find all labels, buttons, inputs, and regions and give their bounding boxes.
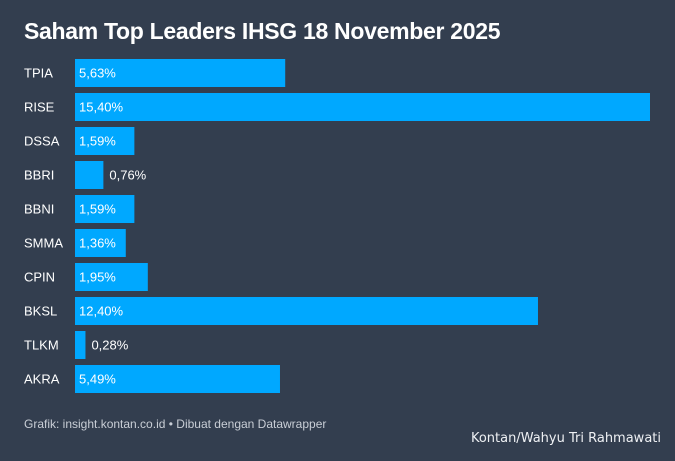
data-label: 0,76% (109, 168, 146, 183)
bar (75, 263, 148, 291)
source-note: Grafik: insight.kontan.co.id • Dibuat de… (24, 417, 327, 431)
data-label: 15,40% (79, 100, 124, 115)
data-label: 1,36% (79, 236, 116, 251)
data-label: 5,49% (79, 372, 116, 387)
bar (75, 365, 280, 393)
bar (75, 59, 286, 87)
data-label: 1,59% (79, 134, 116, 149)
category-label: BKSL (24, 304, 57, 319)
bar (75, 127, 135, 155)
bar (75, 331, 86, 359)
bar (75, 195, 135, 223)
category-label: BBRI (24, 168, 54, 183)
data-label: 5,63% (79, 66, 116, 81)
category-label: BBNI (24, 202, 54, 217)
bar (75, 93, 650, 121)
category-label: DSSA (24, 134, 60, 149)
data-label: 12,40% (79, 304, 124, 319)
bar (75, 229, 126, 257)
chart-title: Saham Top Leaders IHSG 18 November 2025 (24, 18, 501, 44)
category-label: TPIA (24, 66, 53, 81)
data-label: 0,28% (91, 338, 128, 353)
data-label: 1,95% (79, 270, 116, 285)
bar (75, 297, 538, 325)
category-label: CPIN (24, 270, 55, 285)
credit-note: Kontan/Wahyu Tri Rahmawati (470, 431, 661, 446)
category-label: TLKM (24, 338, 59, 353)
bar-chart: TPIA 5,63% RISE 15,40% DSSA 1,59% BBRI 0,76% BBN… (24, 59, 650, 393)
bar (75, 161, 104, 189)
data-label: 1,59% (79, 202, 116, 217)
category-label: AKRA (24, 372, 60, 387)
category-label: SMMA (24, 236, 63, 251)
category-label: RISE (24, 100, 55, 115)
